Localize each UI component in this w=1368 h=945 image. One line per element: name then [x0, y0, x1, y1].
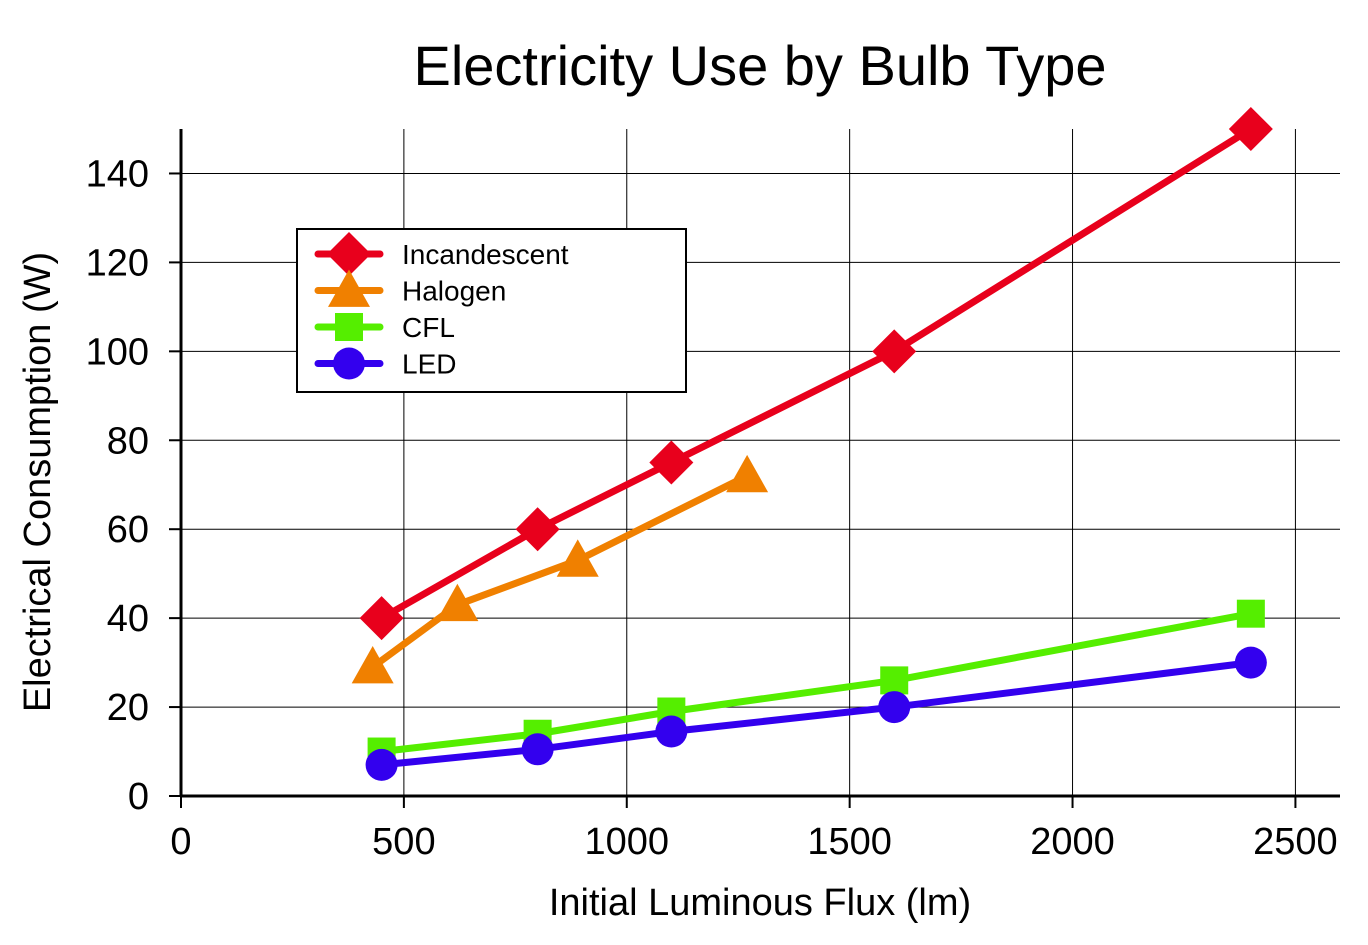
data-point-led [655, 715, 688, 748]
axes: 0 500 1000 1500 2000 2500 0 20 40 60 80 100 120 140 [86, 129, 1340, 863]
data-point-incandescent [649, 440, 694, 485]
legend-marker-triangle-icon [328, 269, 370, 307]
y-tick-label: 40 [107, 598, 149, 640]
series-line-cfl [378, 610, 1255, 756]
chart-title: Electricity Use by Bulb Type [413, 34, 1106, 97]
legend-label: Incandescent [402, 239, 569, 270]
x-tick-label: 1000 [584, 821, 669, 863]
series-halogen [351, 454, 769, 684]
y-tick-label: 20 [107, 687, 149, 729]
legend-marker-diamond-icon [327, 232, 371, 276]
x-tick-label: 2500 [1253, 821, 1338, 863]
legend: Incandescent Halogen CFL LED [296, 228, 687, 393]
data-point-led [1234, 646, 1267, 679]
data-point-cfl [880, 666, 909, 695]
y-tick-label: 100 [86, 331, 149, 373]
legend-item-halogen: Halogen [314, 269, 506, 307]
legend-item-incandescent: Incandescent [314, 232, 569, 276]
series-led [365, 646, 1267, 781]
y-tick-label: 80 [107, 420, 149, 462]
legend-marker-square-icon [335, 313, 363, 341]
data-point-led [878, 691, 911, 724]
series-line-led [378, 659, 1255, 769]
data-point-incandescent [515, 507, 560, 552]
legend-marker-circle-icon [333, 347, 365, 380]
series-cfl [367, 599, 1265, 766]
data-point-incandescent [1228, 107, 1273, 151]
data-point-incandescent [359, 596, 404, 641]
legend-label: LED [402, 349, 456, 380]
data-point-cfl [1236, 599, 1265, 628]
data-point-incandescent [872, 329, 917, 374]
x-tick-label: 2000 [1030, 821, 1115, 863]
y-axis-label: Electrical Consumption (W) [17, 252, 59, 712]
data-point-led [521, 733, 554, 766]
data-point-led [365, 748, 398, 781]
data-point-halogen [556, 539, 599, 577]
y-tick-label: 140 [86, 153, 149, 195]
series-layer [351, 107, 1273, 781]
legend-item-cfl: CFL [314, 312, 455, 343]
x-axis-label: Initial Luminous Flux (lm) [549, 882, 971, 924]
y-tick-label: 60 [107, 509, 149, 551]
x-tick-label: 1500 [807, 821, 892, 863]
y-tick-label: 0 [128, 776, 149, 818]
legend-label: CFL [402, 312, 455, 343]
y-tick-label: 120 [86, 242, 149, 284]
x-tick-label: 0 [170, 821, 191, 863]
data-point-halogen [351, 646, 394, 684]
series-incandescent [359, 107, 1273, 641]
legend-item-led: LED [314, 347, 456, 380]
series-line-halogen [369, 472, 751, 671]
data-point-halogen [436, 583, 479, 622]
x-tick-label: 500 [372, 821, 435, 863]
data-point-halogen [726, 454, 769, 493]
legend-label: Halogen [402, 276, 506, 307]
